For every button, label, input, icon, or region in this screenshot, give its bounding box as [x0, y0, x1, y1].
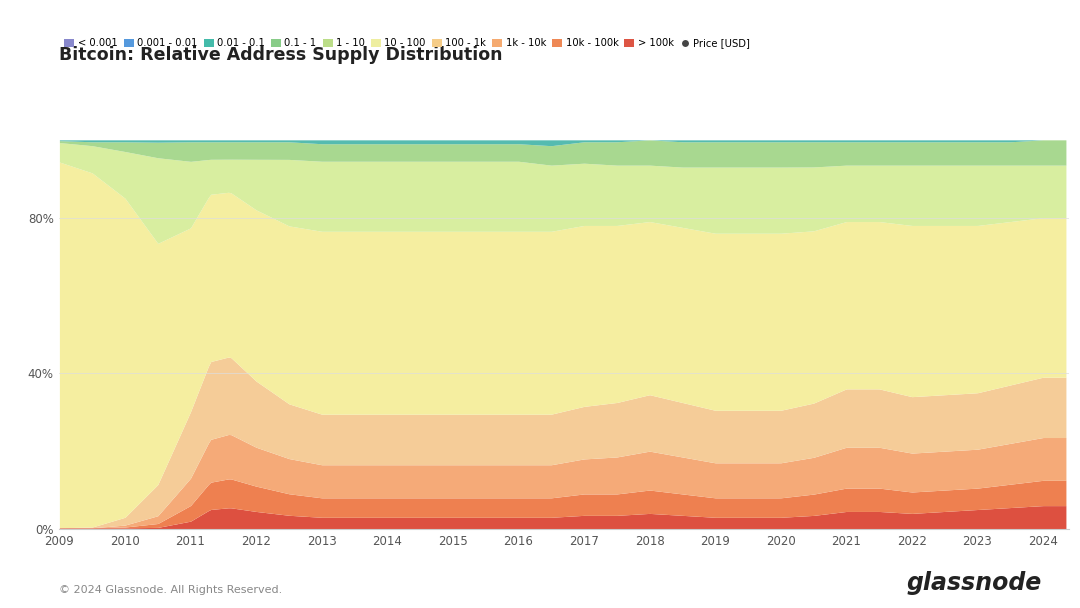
Legend: < 0.001, 0.001 - 0.01, 0.01 - 0.1, 0.1 - 1, 1 - 10, 10 - 100, 100 - 1k, 1k - 10k: < 0.001, 0.001 - 0.01, 0.01 - 0.1, 0.1 -…	[65, 38, 751, 49]
Text: glassnode: glassnode	[907, 571, 1042, 595]
Text: © 2024 Glassnode. All Rights Reserved.: © 2024 Glassnode. All Rights Reserved.	[59, 585, 283, 595]
Text: Bitcoin: Relative Address Supply Distribution: Bitcoin: Relative Address Supply Distrib…	[59, 46, 503, 64]
